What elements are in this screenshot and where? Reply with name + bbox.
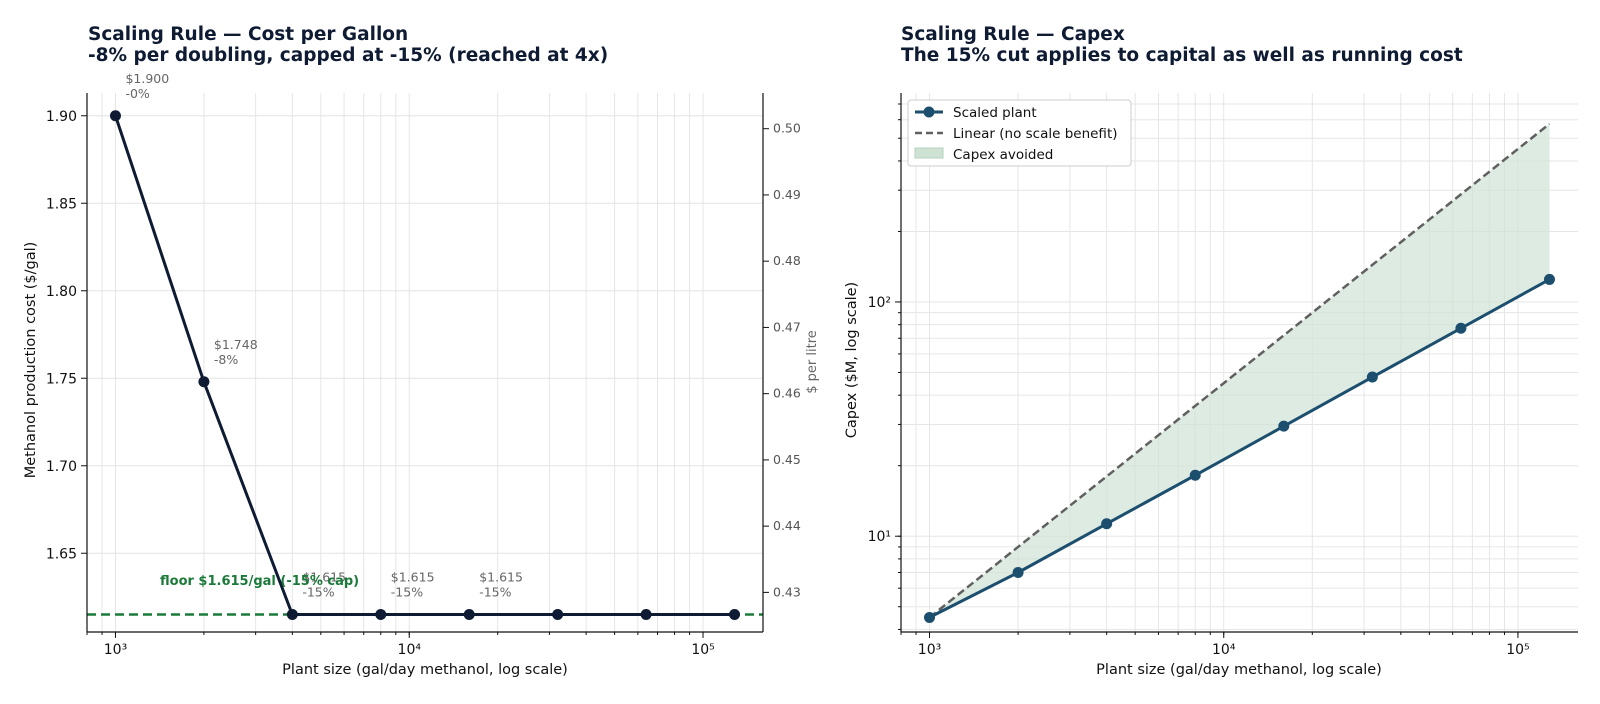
right-y-tick-label: 0.48 <box>773 253 801 268</box>
gridlines <box>900 93 1578 632</box>
data-label: $1.900 -0% <box>125 71 169 101</box>
data-point <box>375 609 387 620</box>
legend-frame <box>907 99 1132 167</box>
x-axis-label: Plant size (gal/day methanol, log scale) <box>1096 662 1382 678</box>
y-tick-label: 1.75 <box>46 371 77 387</box>
x-tick-label: 10³ <box>918 642 941 658</box>
chart-capex: Scaling Rule — Capex The 15% cut applies… <box>844 24 1578 678</box>
legend-label-scaled: Scaled plant <box>953 105 1037 121</box>
chart-subtitle: -8% per doubling, capped at -15% (reache… <box>88 45 608 66</box>
chart-subtitle: The 15% cut applies to capital as well a… <box>901 45 1463 66</box>
right-y-axis-label: $ per litre <box>805 330 820 394</box>
data-point <box>1543 273 1555 285</box>
legend-label-avoided: Capex avoided <box>953 147 1053 163</box>
legend: Scaled plant Linear (no scale benefit) C… <box>907 99 1132 167</box>
data-point <box>552 609 564 620</box>
legend-marker-scaled <box>923 106 935 118</box>
legend-swatch-avoided <box>914 147 944 159</box>
chart-cost-per-gallon: Scaling Rule — Cost per Gallon -8% per d… <box>23 24 820 678</box>
data-point <box>1012 566 1024 578</box>
floor-label: floor $1.615/gal (-15% cap) <box>160 574 359 589</box>
right-y-tick-label: 0.47 <box>773 319 801 334</box>
right-y-tick-label: 0.43 <box>773 584 801 599</box>
y-tick-label: 1.90 <box>46 109 77 125</box>
data-point <box>640 609 652 620</box>
right-y-tick-label: 0.49 <box>773 187 801 202</box>
data-label: $1.615 -15% <box>302 570 346 600</box>
axes: 10³ 10⁴ 10⁵ 10¹ 10² <box>868 93 1578 658</box>
data-point <box>1189 469 1201 481</box>
y-tick-label: 1.80 <box>46 284 77 300</box>
right-y-tick-label: 0.45 <box>773 452 801 467</box>
legend-label-linear: Linear (no scale benefit) <box>953 126 1118 142</box>
x-axis-label: Plant size (gal/day methanol, log scale) <box>282 662 568 678</box>
data-point <box>1101 518 1113 530</box>
y-tick-label: 10² <box>868 295 891 311</box>
data-point <box>1366 371 1378 383</box>
data-label: $1.748 -8% <box>214 337 258 367</box>
series-line-linear <box>928 122 1551 619</box>
data-point <box>198 376 210 388</box>
axes: 10³ 10⁴ 10⁵ 1.65 1.70 1.75 1.80 1.85 1.90 0.43 0.4… <box>46 93 801 658</box>
data-point <box>729 609 741 620</box>
series-line-scaled <box>928 278 1551 619</box>
series-line-cost <box>114 115 735 616</box>
chart-title: Scaling Rule — Capex <box>901 24 1125 45</box>
data-point <box>109 110 121 122</box>
right-y-tick-label: 0.44 <box>773 518 801 533</box>
plot-area <box>924 122 1555 623</box>
data-label: $1.615 -15% <box>479 570 523 600</box>
data-point <box>286 609 298 620</box>
data-label: $1.615 -15% <box>391 570 435 600</box>
y-tick-label: 1.65 <box>46 546 77 562</box>
data-point <box>463 609 475 620</box>
plot-area: $1.900 -0% $1.748 -8% $1.615 -15% $1.615 -15% $1… <box>87 71 763 620</box>
y-tick-label: 1.85 <box>46 196 77 212</box>
x-tick-label: 10⁴ <box>398 642 422 658</box>
x-tick-label: 10⁵ <box>1506 642 1529 658</box>
x-tick-label: 10⁴ <box>1212 642 1236 658</box>
data-point <box>924 611 936 623</box>
y-tick-label: 10¹ <box>868 529 891 545</box>
chart-title: Scaling Rule — Cost per Gallon <box>88 24 408 45</box>
right-y-tick-label: 0.50 <box>773 121 801 136</box>
gridlines <box>86 93 763 632</box>
x-tick-label: 10⁵ <box>691 642 714 658</box>
data-point <box>1278 420 1290 432</box>
data-point <box>1455 322 1467 334</box>
y-axis-label: Methanol production cost ($/gal) <box>23 242 39 479</box>
x-tick-label: 10³ <box>104 642 127 658</box>
right-y-tick-label: 0.46 <box>773 386 801 401</box>
y-axis-label: Capex ($M, log scale) <box>844 282 860 438</box>
y-tick-label: 1.70 <box>46 459 77 475</box>
